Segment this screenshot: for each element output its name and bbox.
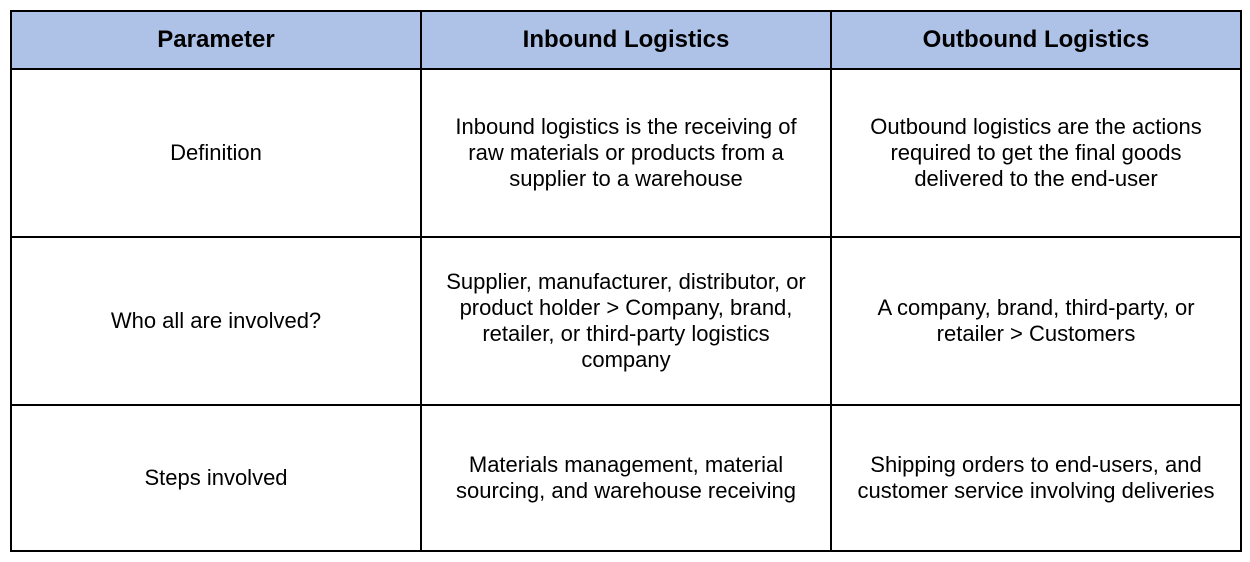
cell-parameter: Who all are involved? (11, 237, 421, 405)
header-inbound: Inbound Logistics (421, 11, 831, 69)
cell-inbound: Supplier, manufacturer, distributor, or … (421, 237, 831, 405)
table-row: Steps involved Materials management, mat… (11, 405, 1241, 551)
page-root: Parameter Inbound Logistics Outbound Log… (0, 0, 1250, 562)
cell-parameter: Steps involved (11, 405, 421, 551)
comparison-table: Parameter Inbound Logistics Outbound Log… (10, 10, 1242, 552)
cell-parameter: Definition (11, 69, 421, 237)
cell-outbound: A company, brand, third-party, or retail… (831, 237, 1241, 405)
header-parameter: Parameter (11, 11, 421, 69)
table-row: Who all are involved? Supplier, manufact… (11, 237, 1241, 405)
header-outbound: Outbound Logistics (831, 11, 1241, 69)
cell-outbound: Shipping orders to end-users, and custom… (831, 405, 1241, 551)
header-row: Parameter Inbound Logistics Outbound Log… (11, 11, 1241, 69)
cell-inbound: Materials management, material sourcing,… (421, 405, 831, 551)
cell-inbound: Inbound logistics is the receiving of ra… (421, 69, 831, 237)
cell-outbound: Outbound logistics are the actions requi… (831, 69, 1241, 237)
table-row: Definition Inbound logistics is the rece… (11, 69, 1241, 237)
